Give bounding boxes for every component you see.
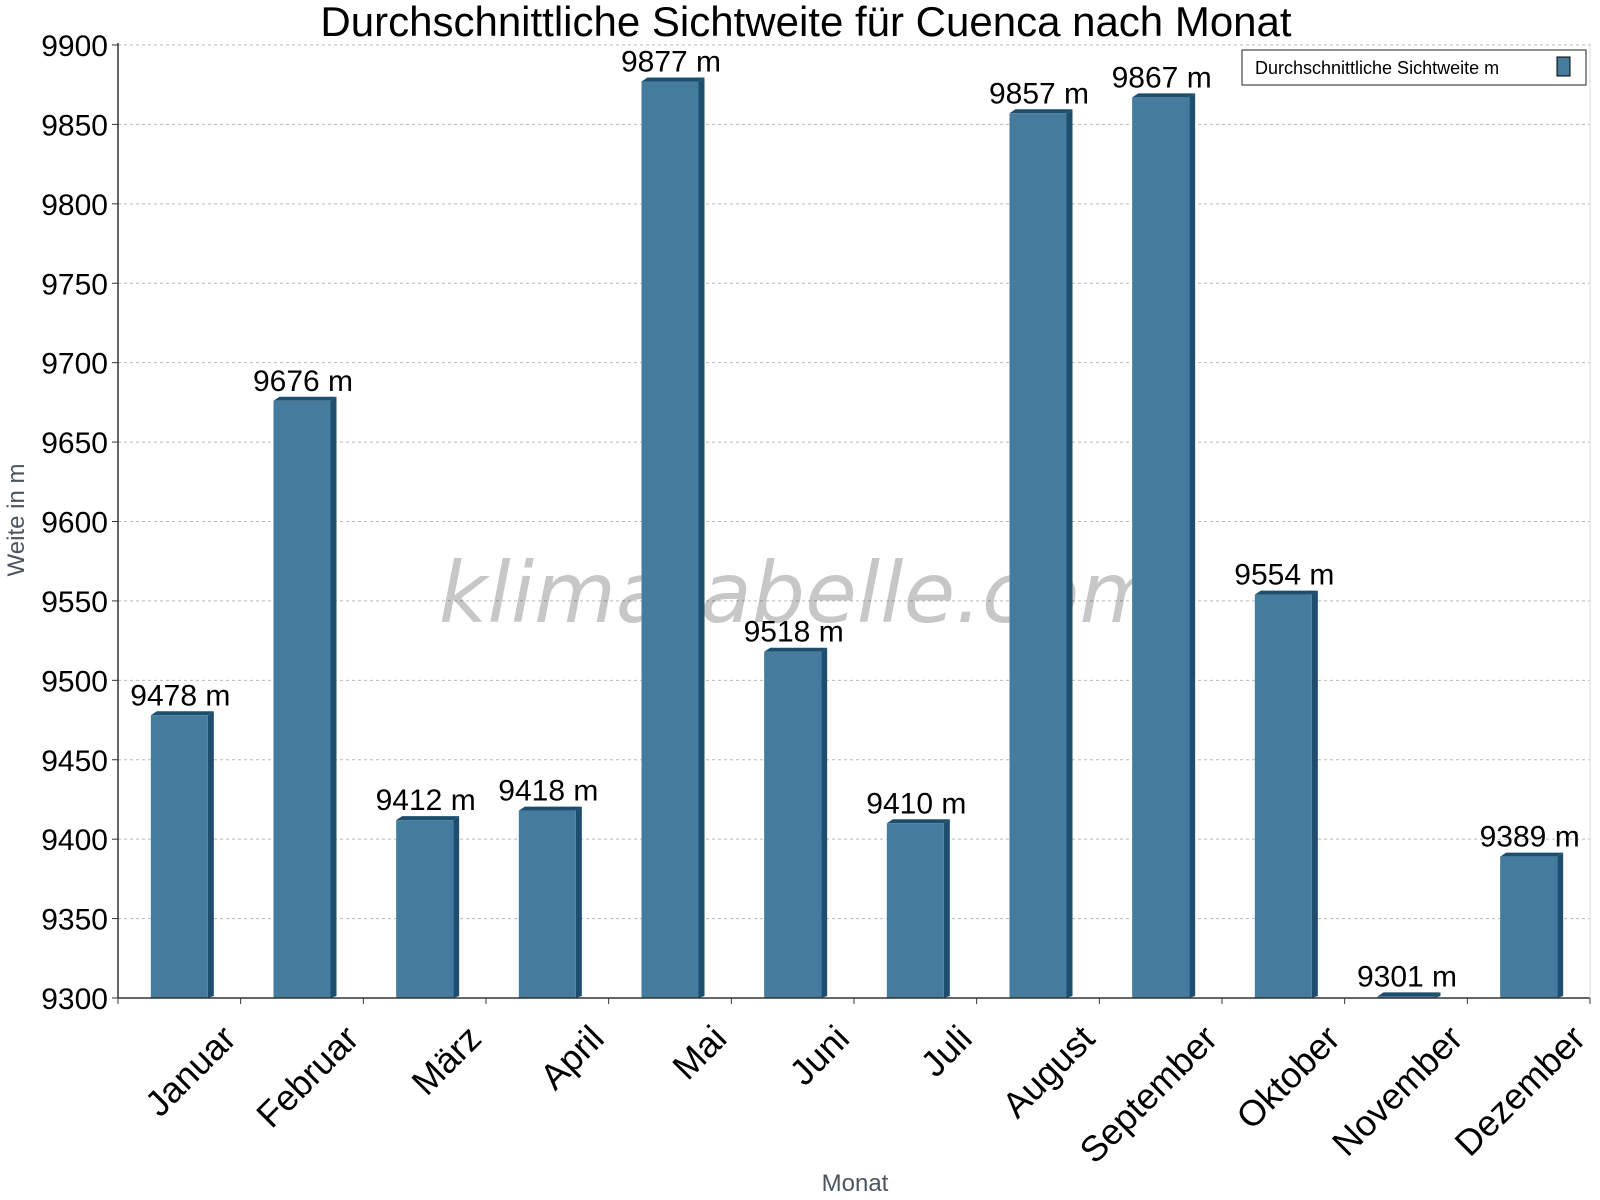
bar: [886, 823, 944, 998]
y-tick-label: 9750: [41, 268, 108, 301]
bar: [396, 820, 454, 998]
bar-top: [1132, 93, 1196, 98]
bar-group: [150, 711, 214, 998]
bar-top: [273, 396, 337, 401]
data-label: 9877 m: [621, 46, 721, 79]
bar-group: [1500, 852, 1564, 998]
bar-side: [1311, 590, 1318, 998]
y-tick-label: 9650: [41, 427, 108, 460]
bar: [641, 81, 699, 998]
bar-side: [1434, 992, 1441, 998]
bars: [150, 77, 1564, 999]
data-label: 9676 m: [253, 365, 353, 398]
bar-top: [396, 816, 460, 821]
data-label: 9418 m: [498, 775, 598, 808]
bar-side: [207, 711, 214, 998]
bar-side: [943, 819, 950, 998]
bar: [150, 715, 208, 998]
legend-label: Durchschnittliche Sichtweite m: [1255, 58, 1499, 78]
data-label: 9867 m: [1112, 61, 1212, 94]
bar: [273, 400, 331, 999]
bar-group: [764, 647, 828, 998]
y-axis-title: Weite in m: [3, 464, 30, 577]
bar: [1377, 996, 1435, 998]
bar-group: [396, 816, 460, 998]
bar-top: [764, 647, 828, 652]
x-axis-title: Monat: [822, 1170, 889, 1197]
bar-side: [330, 396, 337, 999]
y-tick-label: 9350: [41, 904, 108, 937]
bar-group: [1254, 590, 1318, 998]
y-tick-label: 9550: [41, 586, 108, 619]
y-tick-label: 9850: [41, 109, 108, 142]
bar-side: [575, 806, 582, 998]
bar-group: [641, 77, 705, 998]
bar-group: [1009, 109, 1073, 998]
bar-group: [1132, 93, 1196, 999]
bar-group: [273, 396, 337, 999]
bar: [1009, 113, 1067, 998]
data-label: 9857 m: [989, 77, 1089, 110]
bar-side: [1557, 852, 1564, 998]
bar: [1500, 856, 1558, 998]
y-tick-label: 9600: [41, 507, 108, 540]
data-label: 9301 m: [1357, 960, 1457, 993]
bar: [1254, 594, 1312, 998]
bar-top: [886, 819, 950, 824]
y-tick-label: 9500: [41, 665, 108, 698]
chart-title: Durchschnittliche Sichtweite für Cuenca …: [320, 0, 1291, 45]
bar-top: [1500, 852, 1564, 857]
bar-group: [518, 806, 582, 998]
bar: [1132, 97, 1190, 999]
y-tick-label: 9300: [41, 983, 108, 1016]
bar-top: [150, 711, 214, 716]
data-label: 9478 m: [130, 679, 230, 712]
data-label: 9412 m: [376, 784, 476, 817]
y-tick-label: 9450: [41, 745, 108, 778]
bar-top: [1254, 590, 1318, 595]
bar-top: [1377, 992, 1441, 997]
data-label: 9410 m: [866, 787, 966, 820]
legend-box: [1241, 49, 1587, 86]
y-tick-label: 9800: [41, 189, 108, 222]
bar-side: [698, 77, 705, 998]
data-label: 9389 m: [1480, 821, 1580, 854]
y-tick-label: 9900: [41, 30, 108, 63]
data-label: 9554 m: [1234, 559, 1334, 592]
bar-side: [1066, 109, 1073, 998]
bar-top: [518, 806, 582, 811]
bar-side: [453, 816, 460, 998]
gridlines: [118, 44, 1590, 920]
axes: [112, 43, 1591, 1004]
bar-top: [1009, 109, 1073, 114]
bar: [518, 810, 576, 998]
y-tick-label: 9400: [41, 824, 108, 857]
bar-group: [886, 819, 950, 998]
bar-top: [641, 77, 705, 82]
data-labels: 9478 m 9676 m 9412 m 9418 m 9877 m 9518 m 9410…: [130, 46, 1579, 994]
bar-group: [1377, 992, 1441, 998]
bar-side: [821, 647, 828, 998]
bar: [764, 651, 822, 998]
legend-swatch: [1556, 56, 1571, 77]
y-tick-label: 9700: [41, 348, 108, 381]
bar-side: [1189, 93, 1196, 999]
y-tick-labels: 9300 9350 9400 9450 9500 9550 9600 9650 9700 9750…: [41, 30, 108, 1016]
legend: Durchschnittliche Sichtweite m: [1241, 49, 1587, 86]
data-label: 9518 m: [744, 616, 844, 649]
